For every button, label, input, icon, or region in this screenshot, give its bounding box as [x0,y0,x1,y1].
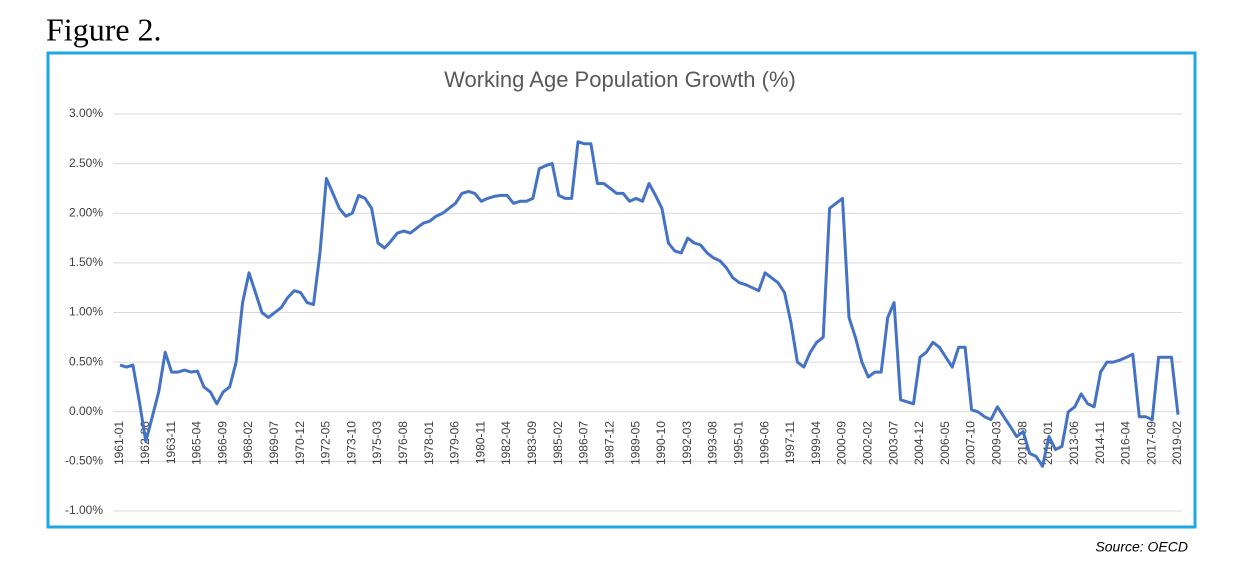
x-tick-label: 1966-09 [215,421,229,465]
x-tick-label: 1985-02 [551,421,565,465]
x-tick-label: 2019-02 [1170,421,1184,465]
x-tick-label: 1969-07 [267,421,281,465]
x-tick-label: 1980-11 [473,421,487,464]
x-tick-label: 2007-10 [964,421,978,465]
x-tick-label: 1993-08 [706,421,720,465]
x-tick-label: 1990-10 [654,421,668,465]
y-tick-label: 3.00% [69,106,103,120]
plot: -1.00% -0.50% 0.00% 0.50% 1.00% 1.50% 2.00% 2.5… [65,106,1184,517]
x-tick-label: 1975-03 [370,421,384,465]
y-tick-label: 2.50% [69,156,103,170]
x-tick-label: 1973-10 [344,421,358,465]
x-tick-label: 1965-04 [190,421,204,465]
x-tick-label: 1978-01 [422,421,436,465]
x-tick-label: 1972-05 [319,421,333,465]
chart-frame [46,51,1197,529]
x-tick-label: 2010-08 [1015,421,1029,465]
x-tick-label: 1983-09 [525,421,539,465]
data-line [119,140,1180,468]
y-tick-label: 2.00% [69,205,103,219]
x-tick-label: 1982-04 [499,421,513,465]
x-tick-label: 1996-06 [757,421,771,465]
x-tick-label: 1997-11 [783,421,797,464]
y-tick-label: -0.50% [65,454,103,468]
y-tick-label: 1.50% [69,255,103,269]
x-tick-label: 2003-07 [886,421,900,465]
source-note: Source: OECD [1095,539,1188,555]
x-tick-label: 2000-09 [835,421,849,465]
chart-title: Working Age Population Growth (%) [444,67,796,92]
x-tick-label: 2002-02 [861,421,875,465]
x-tick-label: 1979-06 [448,421,462,465]
x-tick-label: 1995-01 [731,421,745,465]
x-tick-label: 2014-11 [1093,421,1107,464]
y-tick-label: 1.00% [69,305,103,319]
y-tick-label: 0.50% [69,354,103,368]
y-tick-label: 0.00% [69,404,103,418]
x-tick-label: 1970-12 [293,421,307,465]
x-tick-label: 1987-12 [602,421,616,465]
x-tick-label: 1976-08 [396,421,410,465]
x-tick-label: 1989-05 [628,421,642,465]
x-tick-label: 1992-03 [680,421,694,465]
x-tick-label: 1986-07 [577,421,591,465]
x-tick-label: 1968-02 [241,421,255,465]
x-tick-label: 1961-01 [112,421,126,465]
x-tick-label: 2013-06 [1067,421,1081,465]
y-tick-label: -1.00% [65,503,103,517]
x-tick-label: 2017-09 [1144,421,1158,465]
x-tick-label: 2004-12 [912,421,926,465]
x-tick-label: 1963-11 [164,421,178,464]
x-tick-label: 2016-04 [1119,421,1133,465]
figure-label: Figure 2. [46,11,162,47]
x-tick-label: 1999-04 [809,421,823,465]
x-tick-label: 2009-03 [990,421,1004,465]
x-tick-label: 2006-05 [938,421,952,465]
